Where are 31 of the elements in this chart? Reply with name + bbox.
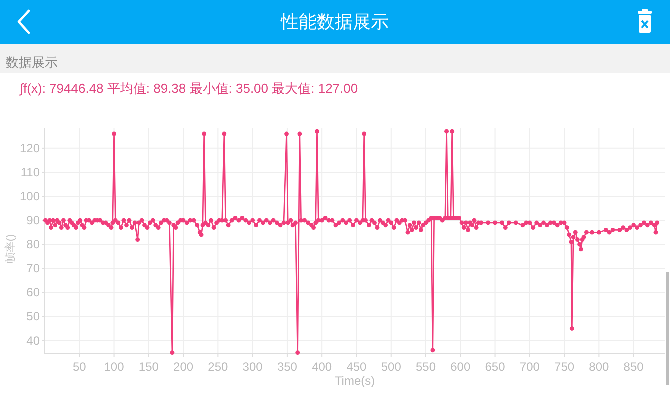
text: ∫f(x): 79446.48 平均值: 89.38 最小值: 35.00 最大值: 127.00 <box>19 81 358 96</box>
y-tick-label: 60 <box>26 286 40 300</box>
x-axis-title: Time(s) <box>334 374 376 388</box>
x-tick-label: 600 <box>450 360 471 374</box>
x-tick-label: 50 <box>72 360 87 374</box>
x-tick-label: 300 <box>242 360 264 374</box>
x-tick-label: 550 <box>416 360 436 374</box>
x-tick-label: 200 <box>174 360 194 374</box>
x-tick-label: 850 <box>624 360 644 374</box>
y-tick-label: 40 <box>26 334 40 348</box>
x-tick-label: 100 <box>104 360 125 374</box>
y-tick-label: 80 <box>26 238 40 252</box>
y-tick-label: 100 <box>20 190 40 204</box>
x-tick-label: 500 <box>381 360 402 374</box>
y-axis-title: 帧率() <box>4 234 17 264</box>
y-tick-label: 110 <box>20 165 40 180</box>
x-tick-label: 400 <box>312 360 332 374</box>
x-tick-label: 700 <box>520 360 540 374</box>
x-tick-label: 750 <box>554 360 575 374</box>
y-tick-label: 120 <box>20 141 40 156</box>
y-tick-label: 90 <box>26 214 40 228</box>
x-tick-label: 150 <box>138 360 160 374</box>
x-tick-label: 650 <box>485 360 506 374</box>
chart-subtitle: 数据展示 <box>6 55 58 70</box>
y-tick-label: 70 <box>26 262 40 276</box>
x-tick-label: 800 <box>589 360 610 374</box>
x-tick-label: 450 <box>346 360 368 374</box>
x-tick-label: 350 <box>277 360 298 374</box>
y-tick-label: 50 <box>26 310 40 324</box>
chart-title: 性能数据展示 <box>280 12 389 32</box>
x-tick-label: 250 <box>208 360 229 374</box>
